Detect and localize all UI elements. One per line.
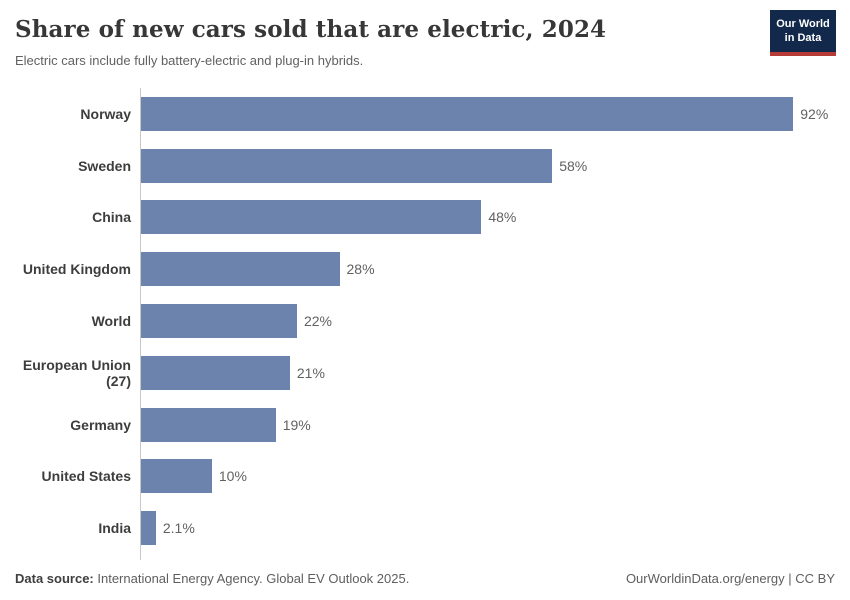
category-label: World <box>91 313 131 330</box>
category-label: United Kingdom <box>22 261 131 278</box>
chart-row: Germany 19% <box>0 398 850 451</box>
bar-value-label: 22% <box>303 313 332 330</box>
chart-title: Share of new cars sold that are electric… <box>15 16 607 43</box>
chart-row: European Union (27) 21% <box>0 346 850 399</box>
bar[interactable] <box>141 459 212 494</box>
category-label: Norway <box>80 105 131 122</box>
chart-row: India 2.1% <box>0 502 850 555</box>
chart-row: United States 10% <box>0 450 850 503</box>
bar-track: 2.1% <box>140 502 850 555</box>
data-source-note: Data source: International Energy Agency… <box>15 571 409 586</box>
category-label: Sweden <box>78 157 131 174</box>
chart-footer: Data source: International Energy Agency… <box>15 571 835 586</box>
bar-value-label: 19% <box>282 416 311 433</box>
bar[interactable] <box>141 96 794 131</box>
bar-track: 92% <box>140 88 850 140</box>
axis-line-tail <box>140 554 141 561</box>
bar[interactable] <box>141 252 340 287</box>
category-label: United States <box>41 468 131 485</box>
category-label: European Union (27) <box>22 356 131 389</box>
bar[interactable] <box>141 200 482 235</box>
bar-value-label: 2.1% <box>162 520 195 537</box>
bar[interactable] <box>141 511 156 546</box>
bar[interactable] <box>141 355 290 390</box>
bar[interactable] <box>141 148 553 183</box>
category-label: Germany <box>70 416 131 433</box>
bar-value-label: 21% <box>296 364 325 381</box>
category-label: India <box>98 520 131 537</box>
bar-track: 28% <box>140 243 850 296</box>
bar-track: 48% <box>140 191 850 244</box>
chart-row: Sweden 58% <box>0 139 850 192</box>
owid-logo-line1: Our World <box>776 18 830 30</box>
owid-logo-line2: in Data <box>784 32 822 45</box>
bar-chart: Norway 92% Sweden 58% China 48% United Kingdom… <box>0 88 850 561</box>
chart-row: United Kingdom 28% <box>0 243 850 296</box>
bar-track: 58% <box>140 139 850 192</box>
owid-logo[interactable]: Our World in Data <box>770 10 836 56</box>
bar-track: 19% <box>140 398 850 451</box>
bar-track: 21% <box>140 346 850 399</box>
bar-value-label: 28% <box>346 261 375 278</box>
bar-value-label: 10% <box>218 468 247 485</box>
chart-row: China 48% <box>0 191 850 244</box>
data-source-label: Data source: <box>15 571 94 586</box>
bar[interactable] <box>141 407 276 442</box>
data-source-text: International Energy Agency. Global EV O… <box>93 571 410 586</box>
chart-row: World 22% <box>0 295 850 347</box>
chart-header: Share of new cars sold that are electric… <box>15 16 750 68</box>
bar-track: 10% <box>140 450 850 503</box>
chart-subtitle: Electric cars include fully battery-elec… <box>15 53 364 68</box>
bar-value-label: 48% <box>488 209 517 226</box>
category-label: China <box>92 209 131 226</box>
bar[interactable] <box>141 304 297 339</box>
credit-link[interactable]: OurWorldinData.org/energy | CC BY <box>625 571 835 586</box>
bar-value-label: 92% <box>800 105 829 122</box>
chart-row: Norway 92% <box>0 88 850 140</box>
bar-track: 22% <box>140 295 850 347</box>
bar-value-label: 58% <box>559 157 588 174</box>
